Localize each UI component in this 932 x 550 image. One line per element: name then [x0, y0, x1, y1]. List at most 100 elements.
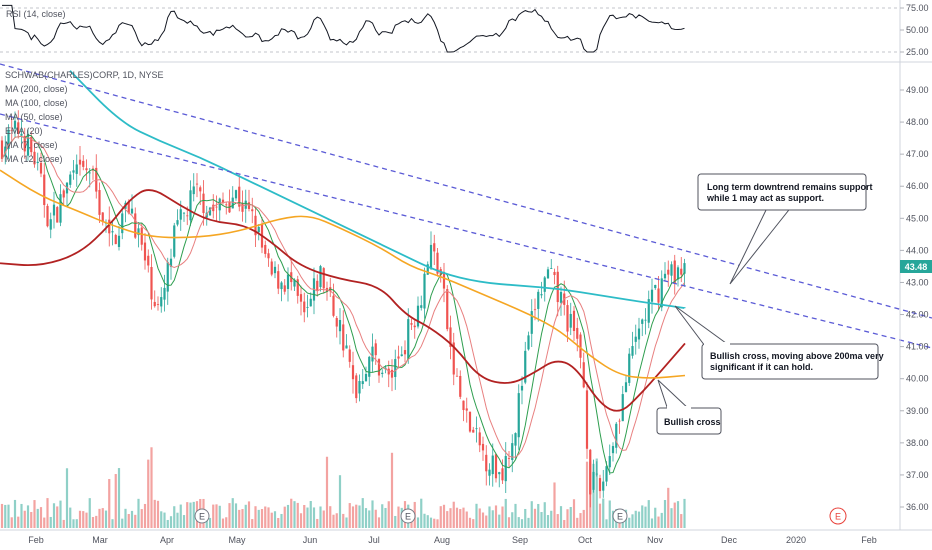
legend-ma100[interactable]: MA (100, close): [5, 98, 68, 108]
candle: [566, 299, 569, 342]
candle: [455, 368, 459, 377]
volume-bar: [368, 510, 371, 528]
volume-bar: [390, 452, 394, 528]
volume-bar: [641, 505, 644, 528]
volume-bar: [436, 519, 439, 528]
volume-bar: [124, 508, 127, 528]
volume-bar: [39, 507, 43, 528]
price-tick-label: 48.00: [906, 117, 929, 127]
candle: [306, 294, 309, 318]
price-tick-label: 41.00: [906, 342, 929, 352]
last-price-tag: 43.48: [900, 260, 932, 273]
price-tick: 45.00: [900, 213, 929, 223]
volume-bar: [488, 506, 491, 528]
time-tick-label: Jul: [368, 535, 380, 545]
candle: [335, 315, 338, 338]
earnings-marker-label: E: [199, 512, 205, 522]
candle: [215, 195, 218, 222]
candle: [342, 310, 345, 358]
earnings-marker[interactable]: E: [612, 508, 628, 524]
volume-bar: [579, 513, 582, 528]
annotation-downtrend[interactable]: Long term downtrend remains support whil…: [697, 173, 873, 285]
volume-bar: [91, 517, 95, 528]
time-tick: 2020: [786, 535, 806, 545]
volume-bar: [43, 517, 46, 528]
volume-bar: [374, 509, 377, 528]
volume-bar: [634, 510, 637, 528]
volume-bar: [680, 514, 683, 528]
price-tick-label: 43.00: [906, 277, 929, 287]
candle: [481, 436, 485, 461]
annotation-line: Long term downtrend remains support: [707, 182, 873, 192]
ma7-line: [1, 134, 685, 474]
candle: [20, 120, 23, 144]
volume-bar: [247, 501, 251, 528]
volume-bar: [189, 502, 192, 528]
candle: [182, 212, 186, 222]
volume-bar: [20, 503, 23, 528]
volume-bar: [56, 506, 59, 528]
volume-bar: [342, 513, 345, 528]
volume-bar: [530, 501, 533, 528]
time-tick-label: Nov: [647, 535, 664, 545]
volume-bar: [49, 516, 52, 528]
candle: [624, 375, 628, 393]
candle: [400, 346, 403, 357]
volume-bar: [234, 503, 238, 528]
candle: [23, 127, 26, 159]
volume-bar: [319, 506, 322, 528]
candle: [410, 318, 413, 331]
volume-bar: [387, 501, 390, 528]
earnings-marker[interactable]: E: [400, 508, 416, 524]
volume-bar: [543, 502, 546, 528]
candle: [673, 254, 676, 295]
rsi-tick: 50.00: [900, 25, 929, 35]
ma50-line: [0, 169, 686, 379]
volume-bar: [475, 503, 478, 528]
candle: [608, 444, 611, 476]
volume-bar: [143, 503, 147, 528]
earnings-marker[interactable]: E: [194, 508, 210, 524]
volume-bar: [176, 512, 179, 528]
candle: [436, 247, 439, 277]
downtrend-line-lower: [0, 113, 932, 349]
legend-ma50[interactable]: MA (50, close): [5, 112, 63, 122]
volume-bar: [533, 508, 537, 528]
volume-bar: [150, 447, 153, 528]
volume-bar: [384, 507, 387, 528]
volume-bar: [644, 506, 647, 528]
time-axis[interactable]: Feb Mar Apr May Jun Jul Aug Sep Oct Nov Dec 2020 Feb: [28, 535, 877, 545]
time-tick-label: Mar: [92, 535, 108, 545]
candle: [137, 222, 140, 248]
ema20-line: [0, 189, 686, 412]
volume-bar: [524, 508, 527, 528]
annotation-bullish-cross[interactable]: Bullish cross: [656, 379, 722, 435]
legend-ema20[interactable]: EMA (20): [5, 126, 43, 136]
candle: [286, 267, 290, 302]
volume-bar: [75, 519, 78, 528]
time-tick-label: Feb: [861, 535, 877, 545]
volume-bar: [17, 516, 20, 528]
volume-bar: [459, 509, 462, 528]
last-price-label: 43.48: [905, 262, 928, 272]
candle: [264, 240, 267, 258]
candle: [475, 416, 478, 443]
volume-bar: [462, 507, 465, 528]
candle: [312, 267, 316, 315]
candle: [637, 317, 641, 349]
legend-ma7[interactable]: MA (7, close): [5, 140, 58, 150]
candle: [150, 254, 153, 310]
earnings-marker-upcoming[interactable]: E: [829, 507, 847, 525]
legend-ma200[interactable]: MA (200, close): [5, 84, 68, 94]
time-tick-label: Dec: [721, 535, 738, 545]
legend: SCHWAB(CHARLES)CORP, 1D, NYSE MA (200, c…: [5, 70, 164, 164]
legend-ma12[interactable]: MA (12, close): [5, 154, 63, 164]
volume-bar: [683, 498, 686, 528]
price-axis[interactable]: 49.00 48.00 47.00 46.00 45.00 44.00 43.00 42.00…: [900, 85, 929, 512]
annotation-bullish-cross-200ma[interactable]: Bullish cross, moving above 200ma very s…: [674, 305, 884, 380]
candle: [654, 284, 657, 290]
volume-bar: [169, 516, 173, 528]
volume-bar: [670, 508, 673, 528]
rsi-tick-label: 75.00: [906, 3, 929, 13]
